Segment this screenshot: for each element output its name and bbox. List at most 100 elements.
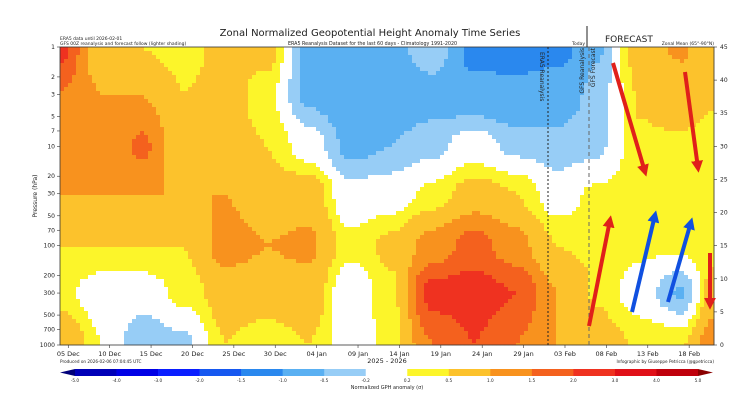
heatmap-cell [236, 47, 241, 52]
heatmap-cell [224, 99, 229, 104]
heatmap-cell [212, 163, 217, 168]
heatmap-cell [192, 107, 197, 112]
heatmap-cell [84, 171, 89, 176]
heatmap-cell [148, 171, 153, 176]
heatmap-cell [160, 287, 165, 292]
heatmap-cell [112, 55, 117, 60]
heatmap-cell [304, 291, 309, 296]
heatmap-cell [104, 63, 109, 68]
heatmap-cell [156, 307, 161, 312]
heatmap-cell [268, 311, 273, 316]
heatmap-cell [112, 47, 117, 52]
heatmap-cell [248, 263, 253, 268]
heatmap-cell [176, 139, 181, 144]
heatmap-cell [176, 147, 181, 152]
heatmap-cell [200, 303, 205, 308]
heatmap-cell [196, 235, 201, 240]
heatmap-cell [192, 51, 197, 56]
heatmap-cell [144, 263, 149, 268]
heatmap-cell [64, 235, 69, 240]
heatmap-cell [128, 259, 133, 264]
heatmap-cell [308, 339, 313, 344]
heatmap-cell [60, 195, 65, 200]
heatmap-cell [104, 107, 109, 112]
heatmap-cell [168, 183, 173, 188]
heatmap-cell [264, 203, 269, 208]
heatmap-cell [104, 243, 109, 248]
heatmap-cell [296, 203, 301, 208]
heatmap-cell [244, 303, 249, 308]
heatmap-cell [156, 283, 161, 288]
heatmap-cell [68, 207, 73, 212]
heatmap-cell [180, 267, 185, 272]
heatmap-cell [228, 55, 233, 60]
heatmap-cell [284, 247, 289, 252]
heatmap-cell [308, 99, 313, 104]
heatmap-cell [232, 79, 237, 84]
heatmap-cell [216, 211, 221, 216]
heatmap-cell [208, 259, 213, 264]
heatmap-cell [144, 75, 149, 80]
heatmap-cell [324, 83, 329, 88]
heatmap-cell [216, 299, 221, 304]
heatmap-cell [92, 115, 97, 120]
heatmap-cell [216, 231, 221, 236]
heatmap-cell [248, 183, 253, 188]
heatmap-cell [224, 299, 229, 304]
heatmap-cell [216, 131, 221, 136]
heatmap-cell [252, 263, 257, 268]
heatmap-cell [316, 55, 321, 60]
heatmap-cell [164, 119, 169, 124]
heatmap-cell [132, 119, 137, 124]
heatmap-cell [136, 247, 141, 252]
heatmap-cell [68, 147, 73, 152]
heatmap-cell [296, 95, 301, 100]
heatmap-cell [184, 71, 189, 76]
heatmap-cell [272, 195, 277, 200]
heatmap-cell [172, 155, 177, 160]
heatmap-cell [252, 223, 257, 228]
heatmap-cell [248, 283, 253, 288]
heatmap-cell [168, 279, 173, 284]
heatmap-cell [152, 327, 157, 332]
heatmap-cell [304, 239, 309, 244]
heatmap-cell [188, 211, 193, 216]
heatmap-cell [216, 263, 221, 268]
heatmap-cell [312, 203, 317, 208]
heatmap-cell [120, 79, 125, 84]
heatmap-cell [224, 75, 229, 80]
heatmap-cell [80, 55, 85, 60]
heatmap-cell [60, 287, 65, 292]
heatmap-cell [152, 235, 157, 240]
heatmap-cell [160, 119, 165, 124]
heatmap-cell [140, 163, 145, 168]
heatmap-cell [256, 267, 261, 272]
heatmap-cell [88, 67, 93, 72]
heatmap-cell [72, 99, 77, 104]
heatmap-cell [136, 59, 141, 64]
heatmap-cell [244, 299, 249, 304]
heatmap-cell [164, 259, 169, 264]
heatmap-cell [68, 271, 73, 276]
heatmap-cell [112, 183, 117, 188]
heatmap-cell [192, 299, 197, 304]
heatmap-cell [316, 159, 321, 164]
heatmap-cell [200, 323, 205, 328]
heatmap-cell [268, 79, 273, 84]
heatmap-cell [216, 187, 221, 192]
heatmap-cell [104, 279, 109, 284]
heatmap-cell [280, 147, 285, 152]
heatmap-cell [280, 311, 285, 316]
heatmap-cell [316, 311, 321, 316]
heatmap-cell [240, 331, 245, 336]
heatmap-cell [232, 299, 237, 304]
heatmap-cell [308, 231, 313, 236]
heatmap-cell [136, 187, 141, 192]
heatmap-cell [304, 267, 309, 272]
heatmap-cell [220, 279, 225, 284]
heatmap-cell [120, 199, 125, 204]
heatmap-cell [148, 135, 153, 140]
heatmap-cell [244, 171, 249, 176]
heatmap-cell [136, 267, 141, 272]
heatmap-cell [132, 131, 137, 136]
